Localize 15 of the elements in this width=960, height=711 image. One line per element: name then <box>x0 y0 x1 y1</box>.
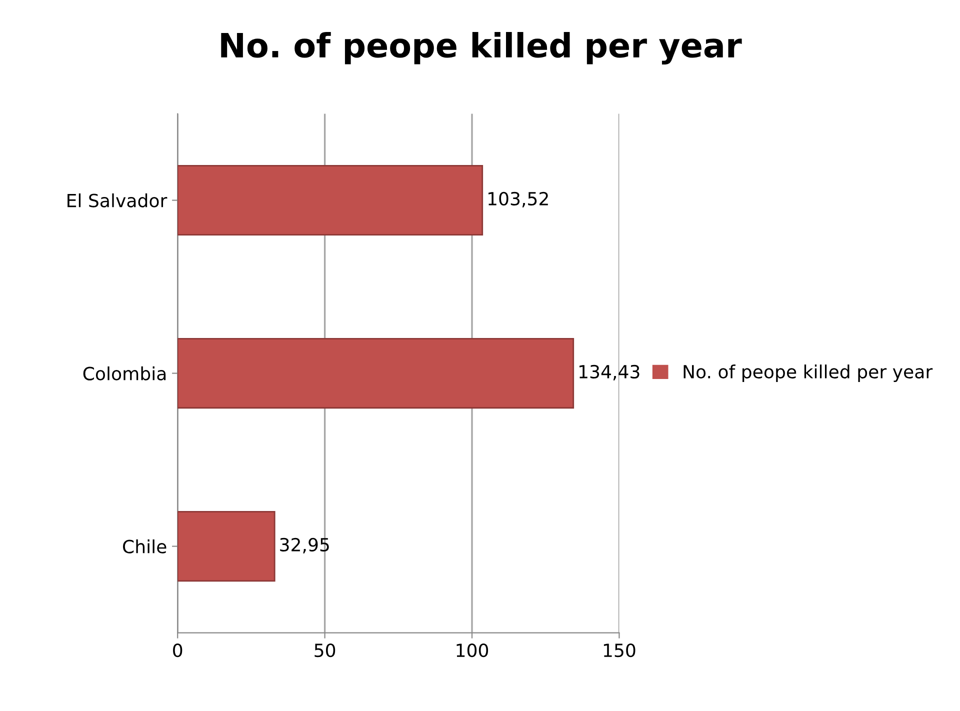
x-tick-label: 50 <box>314 644 336 658</box>
bar <box>178 510 276 582</box>
y-tick-label: Chile <box>123 539 166 554</box>
bar <box>178 338 574 409</box>
chart-title: No. of peope killed per year <box>221 32 742 65</box>
x-tick-label: 0 <box>173 644 182 658</box>
bar <box>178 164 484 236</box>
x-tick-label: 100 <box>456 644 488 658</box>
x-tick-label: 150 <box>604 644 636 658</box>
data-label: 103,52 <box>488 192 548 208</box>
data-label: 32,95 <box>280 538 329 554</box>
data-label: 134,43 <box>580 364 640 380</box>
y-tick-label: Colombia <box>83 366 166 380</box>
legend-label: No. of peope killed per year <box>684 364 933 382</box>
y-tick-label: El Salvador <box>68 193 168 208</box>
